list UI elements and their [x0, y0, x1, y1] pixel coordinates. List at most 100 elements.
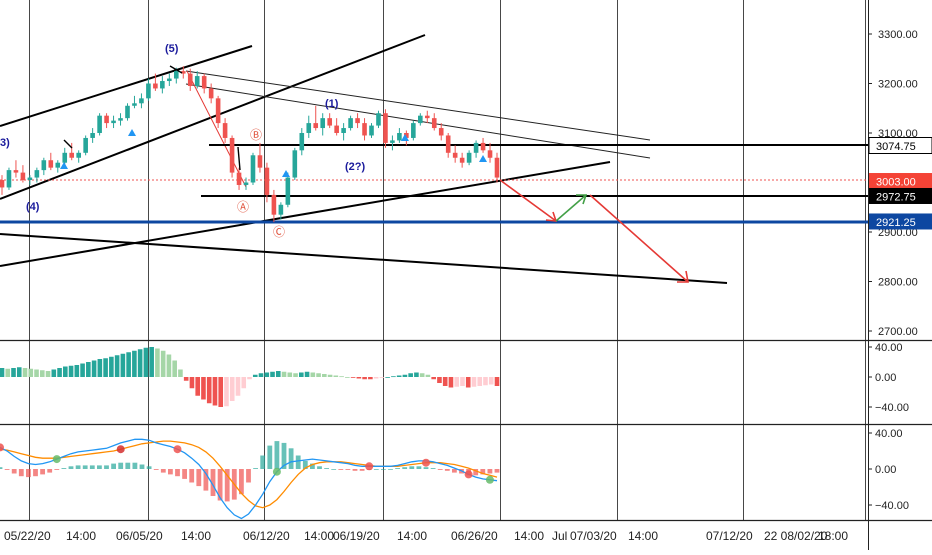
candle: [13, 160, 19, 178]
oscillator-bar: [80, 363, 85, 377]
macd-histogram-bar: [182, 469, 187, 479]
oscillator-bar: [310, 372, 316, 377]
oscillator-pane[interactable]: [0, 347, 500, 407]
macd-histogram-bar: [40, 469, 45, 475]
candle: [494, 152, 500, 183]
candle: [473, 140, 479, 158]
oscillator-bar: [339, 376, 344, 378]
oscillator-bar: [160, 350, 166, 377]
oscillator-bar: [206, 377, 212, 404]
candle-body: [404, 133, 409, 138]
candle-body: [334, 125, 339, 133]
trendline-drawings[interactable]: [0, 34, 728, 284]
oscillator-bar: [275, 371, 281, 377]
oscillator-bar: [258, 373, 264, 377]
projection-green-leg: [555, 194, 587, 222]
macd-histogram-bar: [437, 469, 443, 470]
oscillator-bar: [454, 377, 460, 387]
candle: [83, 135, 88, 156]
macd-histogram-bar: [480, 469, 486, 475]
macd-histogram-bar: [139, 464, 145, 469]
arrow-drawing: [169, 65, 183, 74]
price-level-label: 2972.75: [869, 187, 932, 204]
candle-body: [397, 133, 402, 141]
projection-red-leg-1: [499, 179, 557, 222]
macd-histogram-bar: [274, 441, 280, 469]
candle: [376, 110, 381, 129]
time-axis[interactable]: 05/22/20 14:00 06/05/20 14:00 06/12/20 14:000…: [4, 529, 848, 543]
candle-body: [55, 162, 61, 168]
candle-body: [411, 123, 416, 138]
macd-histogram-bar: [4, 469, 10, 470]
candle-body: [187, 73, 193, 86]
macd-tick-label: 40.00: [875, 428, 903, 440]
oscillator-bar: [241, 377, 247, 389]
candle: [55, 160, 61, 173]
candlestick-series[interactable]: [0, 66, 500, 223]
macd-histogram-bar: [452, 469, 457, 473]
oscillator-bar: [5, 368, 11, 377]
price-pane[interactable]: (5) (1) (2?) (4) 3) Ⓐ Ⓑ Ⓒ: [0, 34, 868, 284]
price-tick-label: 2800.00: [878, 277, 918, 289]
horizontal-levels[interactable]: [0, 144, 868, 224]
candle-body: [153, 83, 158, 89]
time-tick-label: 05/22/20: [4, 529, 51, 543]
macd-histogram-bar: [260, 455, 266, 469]
elliott-wave-labels[interactable]: (5) (1) (2?) (4) 3) Ⓐ Ⓑ Ⓒ: [0, 43, 366, 239]
candle: [208, 83, 214, 104]
oscillator-bar: [442, 377, 448, 386]
falling-support-line: [0, 233, 728, 284]
candle-body: [285, 177, 291, 205]
candle-body: [480, 142, 486, 151]
candle-body: [208, 88, 214, 99]
projection-arrows[interactable]: [499, 179, 689, 283]
macd-axis[interactable]: 40.00 0.00 −40.00: [868, 428, 909, 512]
macd-histogram-bar: [168, 469, 173, 475]
time-tick-label: 06/26/20: [451, 529, 498, 543]
oscillator-bar: [477, 377, 483, 386]
candle: [292, 147, 298, 181]
macd-line: [0, 438, 498, 520]
candle: [132, 95, 137, 109]
oscillator-bar: [471, 377, 477, 387]
oscillator-bar: [252, 374, 258, 377]
crossover-marker: [0, 443, 4, 452]
macd-histogram-bar: [409, 466, 415, 469]
candle: [285, 172, 291, 208]
corrective-label-c: Ⓒ: [273, 225, 285, 239]
oscillator-bar: [132, 350, 137, 377]
candle: [431, 113, 437, 131]
candle: [6, 167, 12, 190]
crossover-marker: [422, 458, 430, 467]
candle: [97, 113, 102, 136]
macd-histogram-bar: [189, 469, 195, 483]
oscillator-bar: [385, 377, 390, 378]
wave-label-5: (5): [165, 43, 179, 55]
corrective-label-b: Ⓑ: [250, 128, 262, 142]
macd-pane[interactable]: [0, 438, 500, 520]
oscillator-bar: [143, 347, 149, 377]
macd-histogram-bar: [359, 469, 365, 471]
candle: [480, 137, 486, 153]
signal-triangle: [479, 155, 487, 162]
oscillator-bar: [437, 377, 442, 383]
price-level-label-box: [869, 187, 932, 204]
macd-histogram-bar: [26, 469, 31, 478]
macd-histogram-bar: [61, 468, 67, 469]
oscillator-histogram: [0, 347, 500, 407]
candle-body: [139, 98, 144, 104]
candle-body: [278, 204, 284, 215]
price-tick-label: 3300.00: [878, 29, 918, 41]
oscillator-bar: [235, 377, 241, 396]
crossover-marker: [52, 455, 61, 464]
oscillator-bar: [287, 372, 293, 377]
candle: [76, 150, 81, 163]
oscillator-axis[interactable]: 40.00 0.00 −40.00: [868, 342, 909, 414]
macd-histogram-bar: [388, 469, 393, 470]
candle-body: [146, 83, 151, 99]
oscillator-bar: [264, 372, 270, 377]
macd-histogram-bar: [47, 469, 53, 473]
candle: [466, 150, 472, 166]
